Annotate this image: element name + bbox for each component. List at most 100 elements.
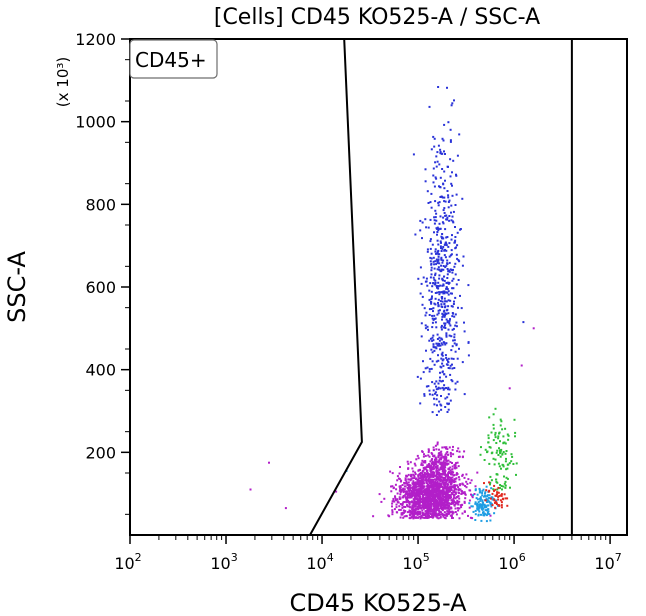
data-point bbox=[435, 478, 438, 481]
data-point bbox=[443, 254, 446, 257]
data-point bbox=[419, 266, 422, 269]
data-point bbox=[427, 451, 430, 454]
data-point bbox=[441, 362, 444, 365]
data-point bbox=[414, 464, 417, 467]
data-point bbox=[418, 477, 421, 480]
data-point bbox=[432, 503, 435, 506]
data-point bbox=[436, 239, 439, 242]
data-point bbox=[436, 489, 439, 492]
data-point bbox=[438, 400, 441, 403]
data-point bbox=[424, 218, 427, 221]
data-point bbox=[443, 212, 446, 214]
data-point bbox=[454, 247, 457, 250]
data-point bbox=[504, 486, 507, 489]
data-point bbox=[448, 255, 451, 258]
data-point bbox=[488, 481, 491, 484]
data-point bbox=[418, 482, 421, 484]
data-point bbox=[435, 503, 438, 506]
data-point bbox=[399, 493, 402, 496]
data-point bbox=[410, 475, 413, 478]
data-point bbox=[445, 488, 448, 490]
data-point bbox=[413, 492, 415, 495]
data-point bbox=[418, 485, 421, 488]
data-point bbox=[429, 504, 431, 507]
data-point bbox=[431, 339, 434, 342]
data-point bbox=[443, 275, 446, 278]
data-point bbox=[427, 487, 430, 490]
data-point bbox=[434, 502, 437, 505]
data-point bbox=[427, 490, 429, 493]
data-point bbox=[453, 491, 456, 494]
data-point bbox=[451, 279, 454, 282]
data-point bbox=[445, 459, 448, 462]
data-point bbox=[438, 262, 441, 265]
data-point bbox=[439, 148, 442, 151]
data-point bbox=[505, 476, 508, 479]
data-point bbox=[481, 492, 484, 494]
data-point bbox=[437, 454, 440, 457]
data-point bbox=[419, 292, 422, 295]
data-point bbox=[398, 478, 401, 480]
data-point bbox=[431, 487, 434, 490]
data-point bbox=[457, 447, 460, 450]
data-point bbox=[413, 498, 416, 500]
data-point bbox=[437, 517, 440, 520]
data-point bbox=[436, 250, 439, 253]
data-point bbox=[419, 492, 421, 495]
data-point bbox=[432, 455, 435, 458]
data-point bbox=[444, 458, 447, 460]
chart-title: [Cells] CD45 KO525-A / SSC-A bbox=[214, 5, 540, 30]
data-point bbox=[404, 493, 407, 496]
data-point bbox=[454, 488, 457, 490]
data-point bbox=[428, 308, 431, 311]
data-point bbox=[445, 300, 448, 303]
data-point bbox=[437, 253, 440, 256]
data-point bbox=[512, 463, 515, 465]
data-point bbox=[442, 498, 445, 500]
data-point bbox=[431, 411, 434, 414]
data-point bbox=[431, 497, 434, 500]
data-point bbox=[437, 492, 440, 494]
data-point bbox=[448, 490, 450, 493]
data-point bbox=[493, 499, 496, 502]
data-point bbox=[501, 428, 504, 431]
data-point bbox=[502, 435, 505, 438]
data-point bbox=[435, 155, 438, 158]
data-point bbox=[447, 459, 450, 462]
data-point bbox=[484, 499, 487, 502]
data-point bbox=[425, 506, 428, 509]
data-point bbox=[447, 367, 450, 369]
data-point bbox=[432, 483, 435, 486]
data-point bbox=[468, 499, 471, 502]
data-point bbox=[437, 354, 439, 357]
data-point bbox=[396, 479, 399, 482]
data-point bbox=[433, 455, 436, 458]
data-point bbox=[455, 513, 458, 516]
data-point bbox=[465, 480, 468, 483]
data-point bbox=[422, 507, 425, 510]
data-point bbox=[459, 488, 462, 491]
data-point bbox=[484, 513, 487, 516]
data-point bbox=[429, 469, 432, 472]
data-point bbox=[430, 348, 433, 351]
data-point bbox=[436, 514, 439, 517]
data-point bbox=[416, 507, 419, 510]
data-point bbox=[430, 206, 433, 209]
data-point bbox=[447, 206, 450, 209]
data-point bbox=[450, 182, 453, 185]
data-point bbox=[463, 500, 466, 503]
data-point bbox=[447, 486, 450, 489]
data-point bbox=[424, 505, 427, 508]
x-tick-label: 105 bbox=[402, 551, 429, 573]
data-point bbox=[445, 356, 448, 359]
data-point bbox=[461, 473, 464, 476]
data-point bbox=[414, 473, 417, 476]
data-point bbox=[444, 495, 447, 498]
data-point bbox=[478, 505, 481, 507]
data-point bbox=[403, 485, 406, 488]
data-point bbox=[415, 516, 418, 519]
data-point bbox=[451, 476, 454, 479]
data-point bbox=[504, 484, 507, 487]
data-point bbox=[430, 192, 433, 195]
